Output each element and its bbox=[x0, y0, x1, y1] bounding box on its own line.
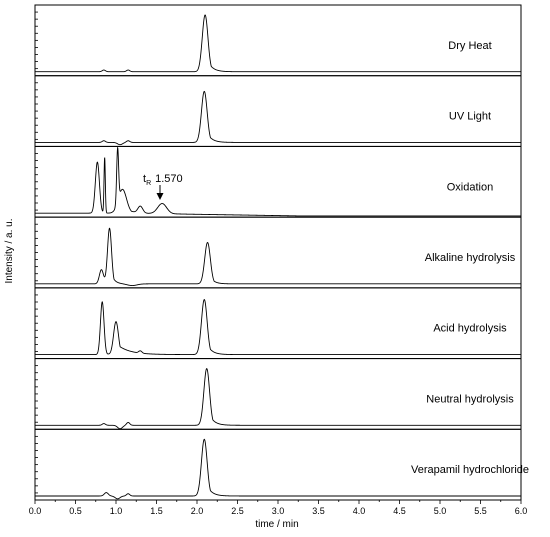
x-tick-label: 5.5 bbox=[474, 506, 487, 516]
panel-label: Acid hydrolysis bbox=[433, 323, 507, 335]
panel-2: UV Light bbox=[34, 75, 522, 147]
panel-label: UV Light bbox=[449, 111, 491, 123]
panel-label: Dry Heat bbox=[448, 40, 491, 52]
x-tick-label: 1.5 bbox=[150, 506, 163, 516]
y-axis-title: Intensity / a. u. bbox=[4, 218, 15, 283]
chromatogram-trace bbox=[35, 368, 521, 430]
x-tick-label: 0.0 bbox=[29, 506, 42, 516]
x-axis: 0.0 0.5 1.0 1.5 2.0 2.5 3.0 3.5 4.0 4.5 5.0 5.5 6.0 bbox=[29, 500, 528, 516]
x-tick-label: 3.5 bbox=[312, 506, 325, 516]
x-tick-label: 2.5 bbox=[231, 506, 244, 516]
panel-label: Alkaline hydrolysis bbox=[425, 252, 516, 264]
panel-3: Oxidation bbox=[34, 145, 522, 218]
x-tick-label: 3.0 bbox=[272, 506, 285, 516]
panel-label: Verapamil hydrochloride bbox=[411, 464, 529, 476]
chromatogram-trace bbox=[35, 90, 521, 146]
panel-7: Verapamil hydrochloride bbox=[34, 428, 529, 501]
x-tick-label: 4.5 bbox=[393, 506, 406, 516]
panel-label: Neutral hydrolysis bbox=[426, 393, 514, 405]
panel-label: Oxidation bbox=[447, 181, 493, 193]
annotation-prefix: t bbox=[143, 173, 146, 185]
annotation-subscript: R bbox=[146, 180, 151, 187]
retention-time-annotation: tR 1.570 bbox=[143, 173, 183, 200]
x-axis-title: time / min bbox=[255, 519, 298, 530]
chromatogram-trace bbox=[35, 438, 521, 500]
x-tick-label: 2.0 bbox=[191, 506, 204, 516]
x-tick-label: 4.0 bbox=[353, 506, 366, 516]
x-tick-label: 0.5 bbox=[69, 506, 82, 516]
panel-5: Acid hydrolysis bbox=[34, 287, 522, 360]
x-tick-label: 1.0 bbox=[110, 506, 123, 516]
panel-4: Alkaline hydrolysis bbox=[34, 216, 522, 289]
chromatogram-trace bbox=[35, 14, 521, 73]
chromatogram-trace bbox=[35, 299, 521, 356]
x-tick-label: 5.0 bbox=[434, 506, 447, 516]
x-tick-label: 6.0 bbox=[515, 506, 528, 516]
panel-6: Neutral hydrolysis bbox=[34, 358, 522, 430]
panels-group: Dry Heat UV Light Oxidation Alkaline hydrol… bbox=[34, 4, 529, 501]
panel-1: Dry Heat bbox=[34, 4, 522, 77]
chromatogram-trace bbox=[35, 227, 521, 286]
annotation-value: 1.570 bbox=[155, 173, 183, 185]
annotation-label: tR 1.570 bbox=[143, 173, 183, 187]
annotation-arrowhead bbox=[156, 193, 164, 200]
chromatogram-trace bbox=[35, 146, 521, 217]
